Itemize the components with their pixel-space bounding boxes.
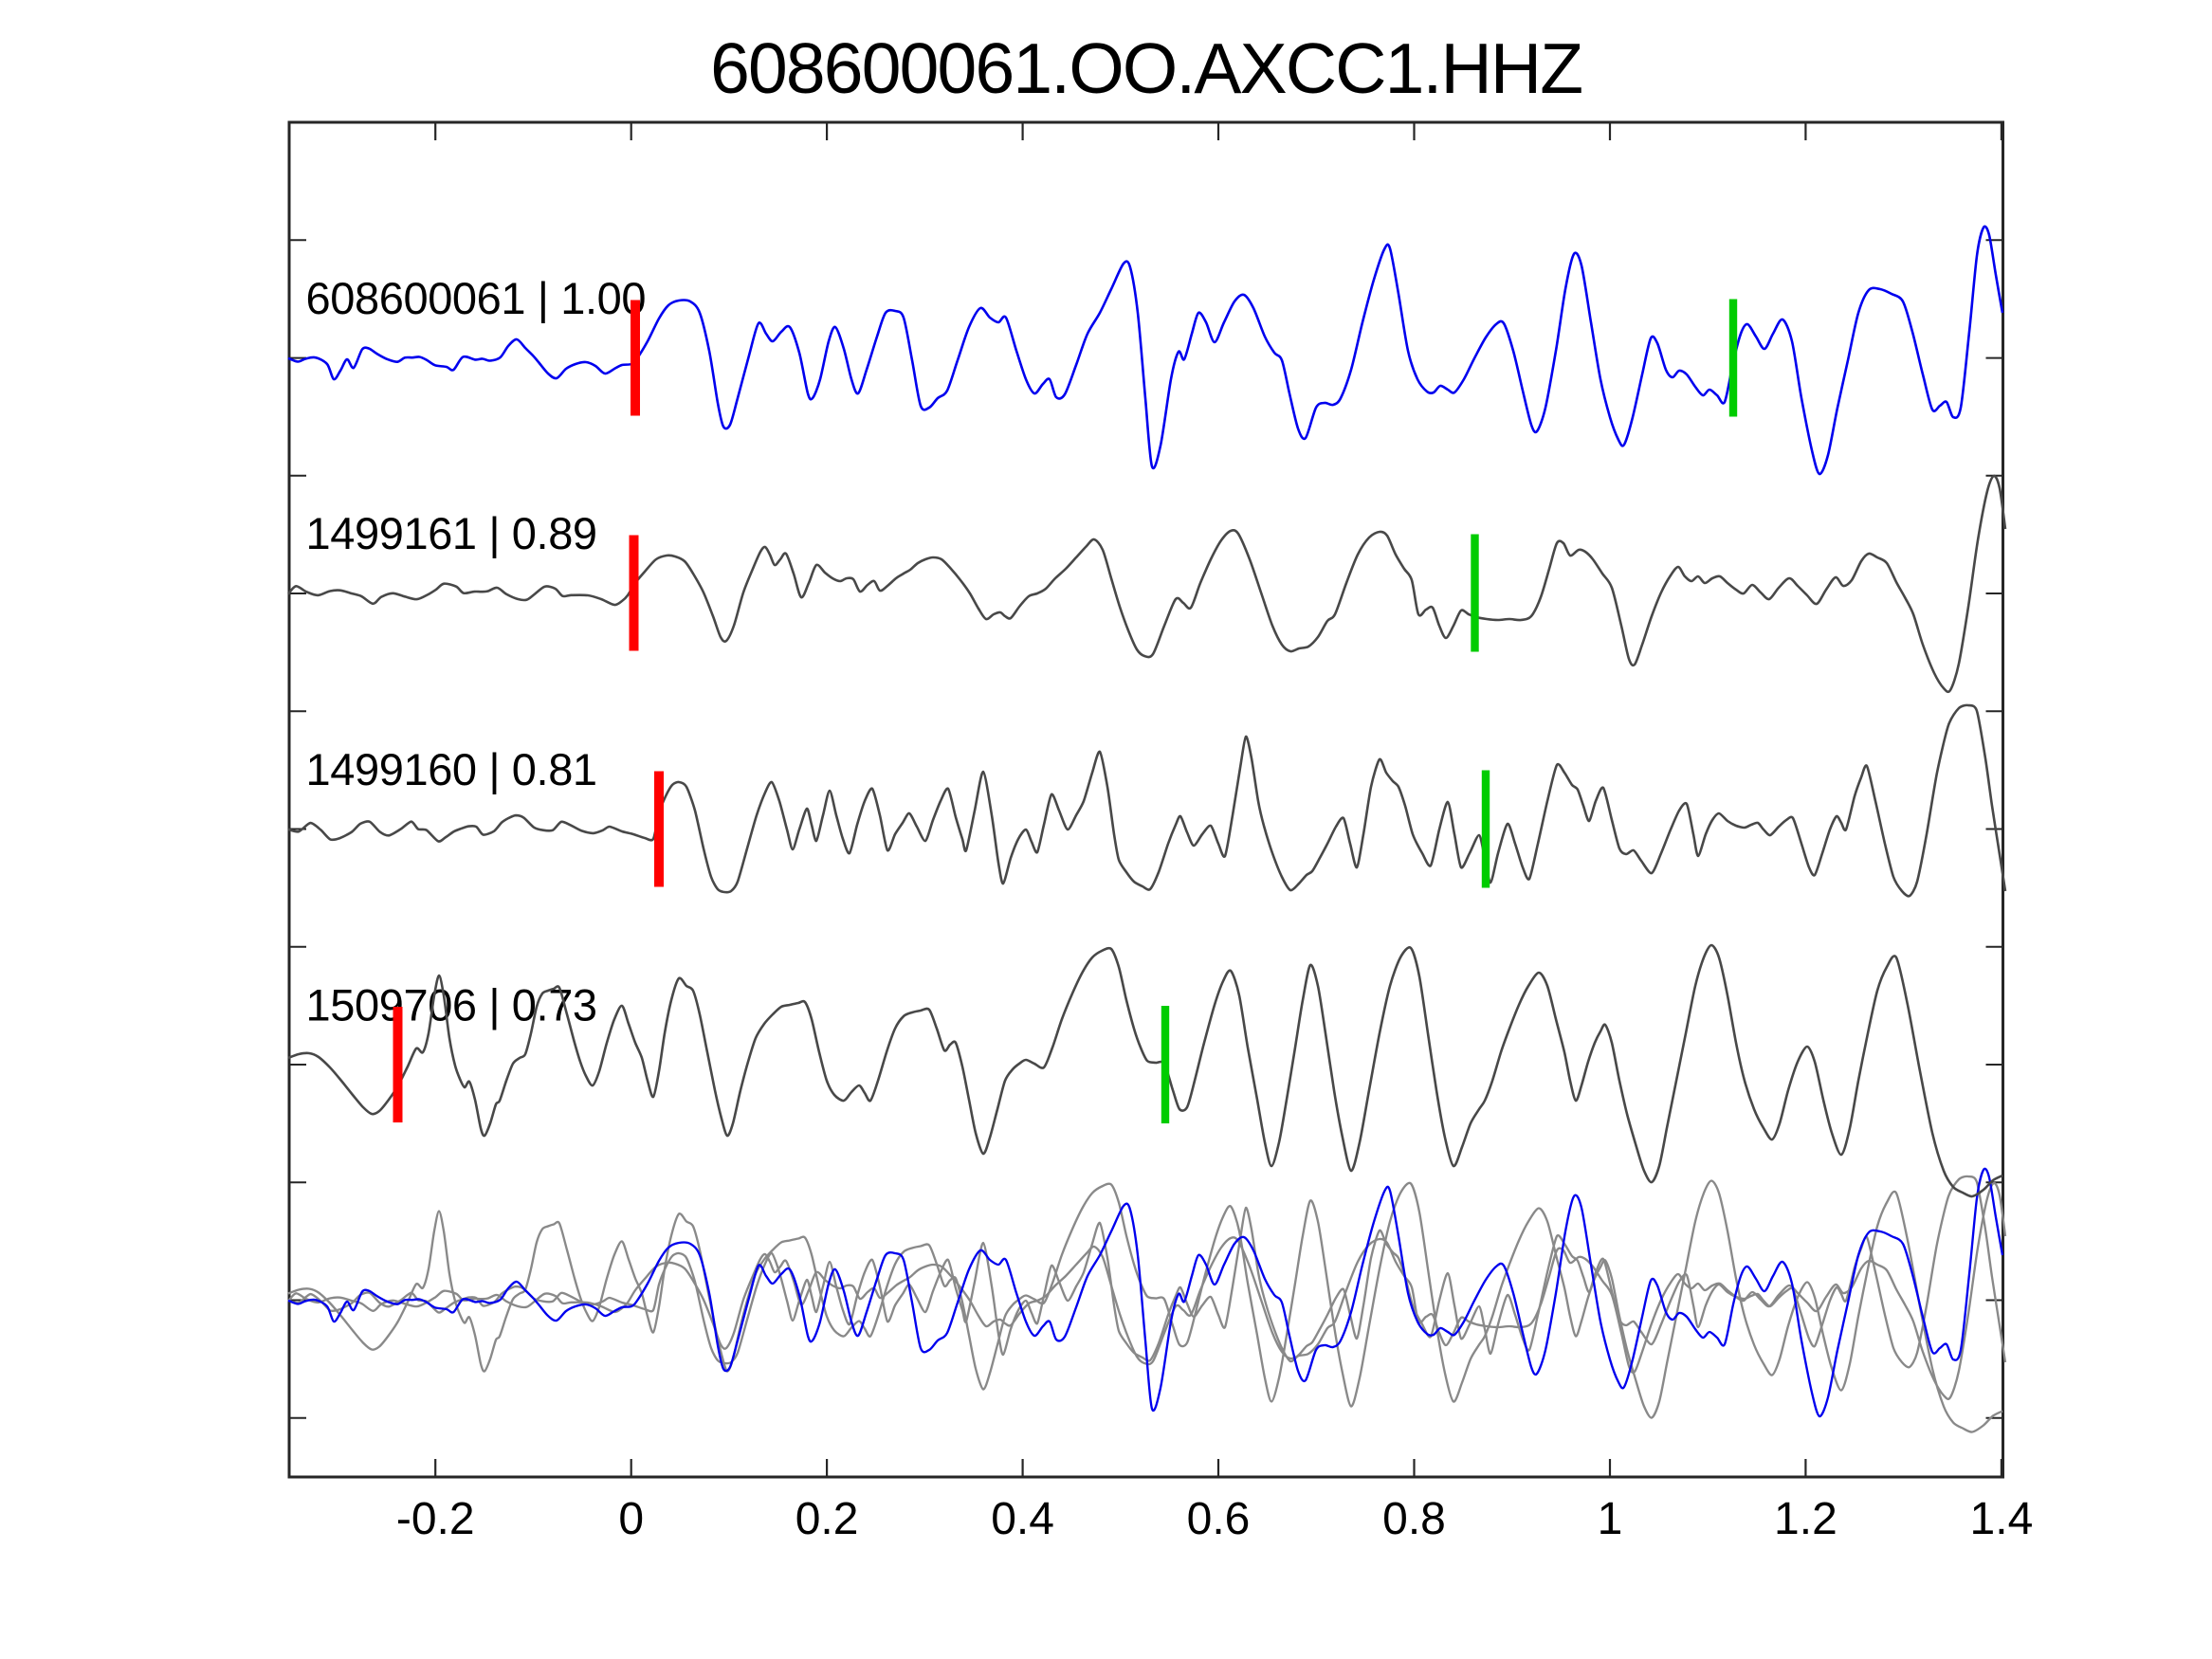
svg-text:608600061 | 1.00: 608600061 | 1.00: [306, 273, 647, 323]
svg-text:0: 0: [618, 1494, 644, 1544]
svg-text:0.6: 0.6: [1187, 1494, 1251, 1544]
svg-text:1.4: 1.4: [1970, 1494, 2034, 1544]
svg-text:0.2: 0.2: [795, 1494, 859, 1544]
svg-text:1.2: 1.2: [1774, 1494, 1837, 1544]
svg-text:1499160 | 0.81: 1499160 | 0.81: [306, 744, 597, 794]
svg-text:1509706 | 0.73: 1509706 | 0.73: [306, 980, 597, 1030]
svg-text:608600061.OO.AXCC1.HHZ: 608600061.OO.AXCC1.HHZ: [710, 28, 1581, 108]
svg-text:-0.2: -0.2: [396, 1494, 475, 1544]
svg-text:0.8: 0.8: [1382, 1494, 1446, 1544]
svg-text:1499161 | 0.89: 1499161 | 0.89: [306, 508, 597, 558]
svg-text:1: 1: [1598, 1494, 1623, 1544]
svg-text:0.4: 0.4: [991, 1494, 1054, 1544]
